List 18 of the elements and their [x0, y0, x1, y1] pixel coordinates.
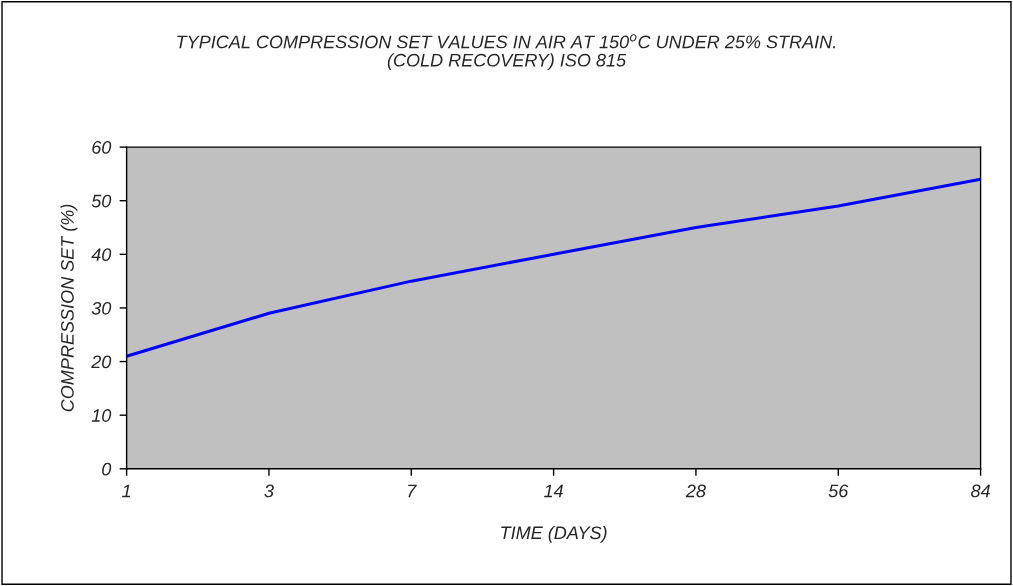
line-series: [126, 177, 981, 358]
chart-title: TYPICAL COMPRESSION SET VALUES IN AIR AT 150$^{o}$C UNDER 25% STRAIN. (COLD RECOVERY) ISO 815: [177, 34, 835, 71]
y-tick-label: 0: [102, 462, 112, 476]
y-tick-label: 20: [91, 355, 112, 369]
y-tick-label: 40: [91, 248, 112, 262]
x-tick-label: 28: [685, 484, 706, 498]
x-tick-label: 1: [122, 484, 131, 498]
y-tick-label: 60: [92, 141, 112, 154]
y-axis-title: COMPRESSION SET (%): [60, 204, 78, 412]
y-tick-label: 50: [91, 194, 112, 208]
x-axis-title: TIME (DAYS): [501, 525, 607, 543]
x-tick-label: 7: [408, 484, 417, 498]
x-tick-label: 84: [971, 484, 990, 498]
x-tick-label: 3: [264, 484, 274, 498]
x-tick-label: 56: [828, 484, 849, 498]
y-tick-label: 30: [91, 301, 112, 315]
x-tick-label: 14: [544, 484, 563, 498]
y-tick-label: 10: [91, 409, 112, 422]
